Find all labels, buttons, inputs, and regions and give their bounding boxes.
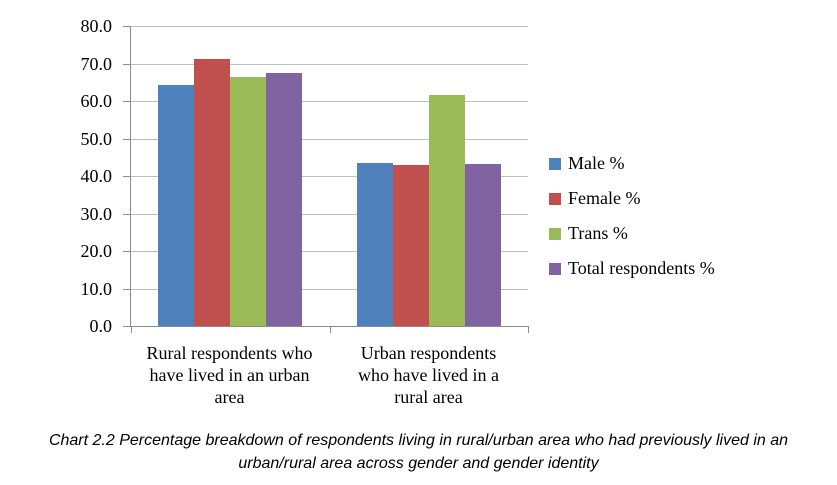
total-respondents-legend-swatch-icon	[549, 262, 561, 275]
gridline	[131, 101, 528, 102]
bar-male-group1	[158, 85, 194, 326]
y-axis-tick-label: 30.0	[80, 203, 113, 224]
bar-total-respondents-group1	[266, 73, 302, 326]
y-tick-mark	[123, 213, 131, 215]
y-tick-mark	[123, 176, 131, 177]
gridline	[131, 251, 528, 252]
y-tick-mark	[123, 63, 131, 65]
x-axis-category-label: Rural respondents who have lived in an u…	[146, 343, 313, 407]
y-tick-mark	[123, 26, 131, 27]
x-tick-mark	[330, 326, 331, 333]
gridline	[131, 63, 528, 65]
y-axis-tick-label: 40.0	[80, 166, 113, 186]
bar-total-respondents-group2	[465, 164, 501, 326]
y-tick-mark	[123, 138, 131, 140]
y-tick-mark	[123, 101, 131, 102]
legend-label: Female %	[568, 188, 641, 208]
trans-legend-swatch-icon	[549, 227, 561, 240]
bar-male-group2	[357, 163, 393, 326]
male-legend-swatch-icon	[549, 157, 561, 170]
bar-trans-group1	[230, 77, 266, 326]
x-axis-category-label: Urban respondents who have lived in a ru…	[358, 343, 499, 407]
y-tick-mark	[123, 288, 131, 290]
plot-area	[123, 26, 529, 333]
x-axis-labels: Rural respondents who have lived in an u…	[130, 342, 527, 412]
gridline	[131, 288, 528, 290]
legend-item-male: Male %	[549, 146, 715, 181]
gridline	[131, 176, 528, 177]
y-axis-tick-label: 80.0	[80, 16, 113, 36]
y-axis-tick-label: 10.0	[80, 278, 113, 299]
x-tick-mark	[131, 326, 132, 333]
legend-label: Total respondents %	[568, 258, 715, 278]
legend-item-trans: Trans %	[549, 216, 715, 251]
gridline	[131, 213, 528, 215]
bar-female-group2	[393, 165, 429, 326]
y-axis-tick-label: 20.0	[80, 241, 113, 261]
legend-label: Male %	[568, 153, 625, 173]
legend-item-female: Female %	[549, 181, 715, 216]
y-axis-tick-label: 0.0	[89, 316, 113, 336]
gridline	[131, 26, 528, 27]
bar-trans-group2	[429, 95, 465, 326]
y-tick-mark	[123, 251, 131, 252]
y-axis-tick-label: 50.0	[80, 128, 113, 149]
gridline	[131, 138, 528, 140]
y-tick-mark	[123, 326, 131, 327]
legend-label: Trans %	[568, 223, 628, 243]
bar-female-group1	[194, 59, 230, 326]
chart-legend: Male % Female % Trans % Total respondents %	[549, 146, 715, 286]
female-legend-swatch-icon	[549, 192, 561, 205]
y-axis-tick-label: 70.0	[80, 53, 113, 74]
x-tick-mark	[528, 326, 529, 333]
y-axis-labels: 0.0 10.0 20.0 30.0 40.0 50.0 60.0 70.0 80.0	[0, 17, 113, 335]
y-axis-tick-label: 60.0	[80, 91, 113, 111]
legend-item-total-respondents: Total respondents %	[549, 251, 715, 286]
chart-caption: Chart 2.2 Percentage breakdown of respon…	[48, 432, 789, 472]
